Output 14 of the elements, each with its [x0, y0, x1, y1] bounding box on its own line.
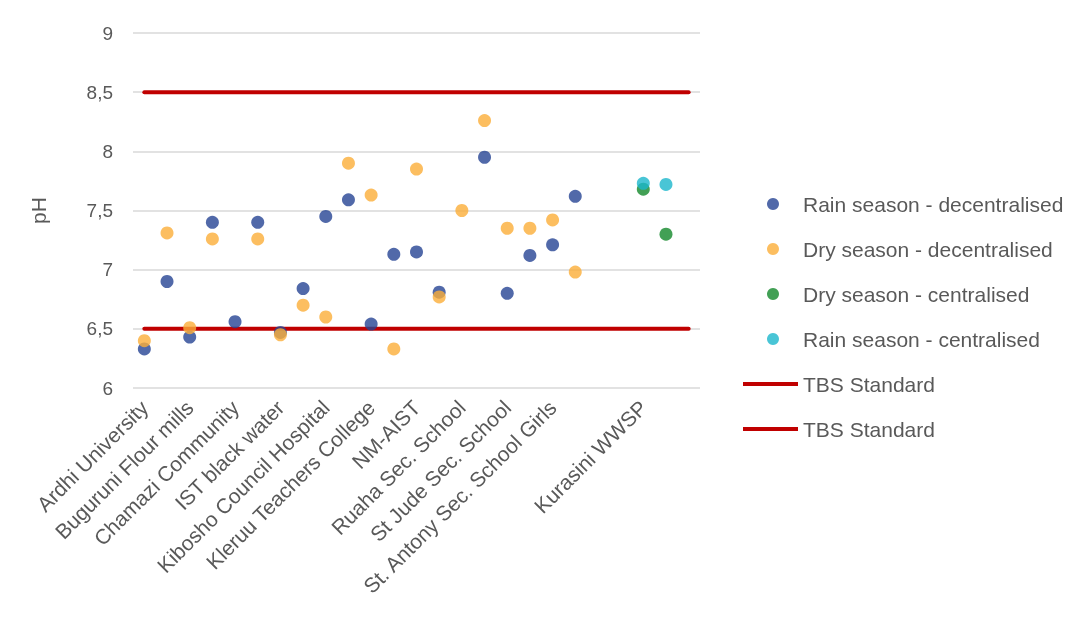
- legend-label: Dry season - decentralised: [803, 237, 1053, 261]
- legend-label: Rain season - centralised: [803, 327, 1040, 351]
- y-tick-label: 7,5: [86, 200, 113, 221]
- y-tick-label: 7: [102, 259, 113, 281]
- y-tick-label: 9: [102, 22, 113, 44]
- y-tick-label: 8,5: [86, 81, 113, 103]
- y-axis-title: pH: [27, 197, 50, 224]
- legend-label: TBS Standard: [803, 417, 935, 441]
- y-tick-label: 6: [102, 377, 113, 399]
- y-tick-label: 8: [102, 140, 113, 162]
- legend-label: Rain season - decentralised: [803, 192, 1064, 216]
- legend-label: Dry season - centralised: [803, 282, 1030, 306]
- legend-label: TBS Standard: [803, 372, 935, 396]
- y-tick-label: 6,5: [86, 318, 113, 340]
